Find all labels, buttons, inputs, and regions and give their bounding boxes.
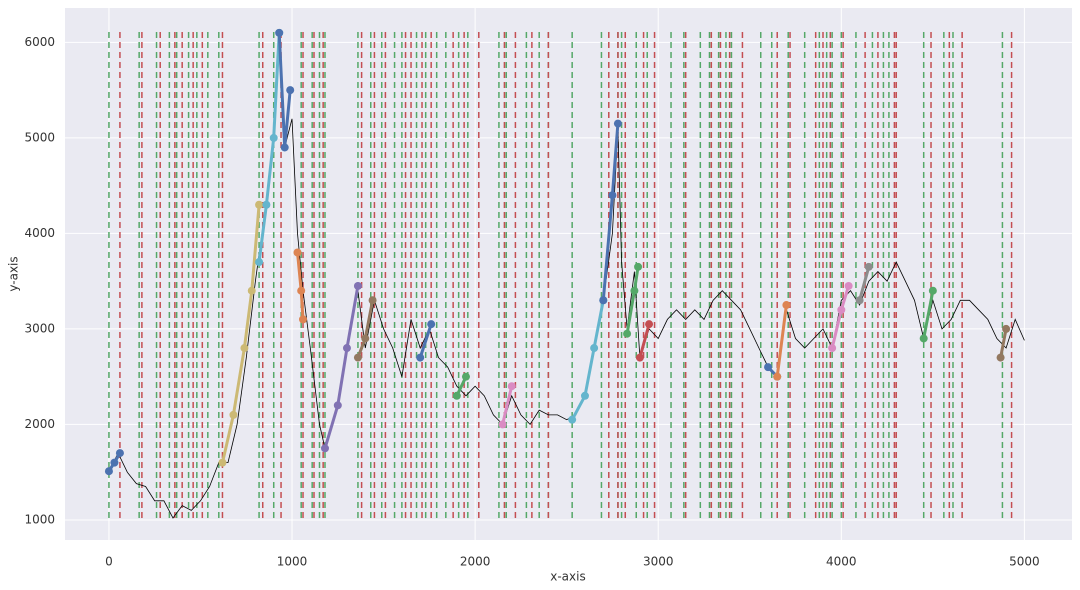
segment-point bbox=[320, 444, 329, 453]
y-tick-label: 5000 bbox=[24, 130, 55, 144]
segment-line bbox=[775, 304, 788, 377]
segment-point bbox=[269, 133, 278, 142]
segment-point bbox=[255, 258, 264, 267]
segment-point bbox=[247, 286, 256, 295]
segment-line bbox=[257, 32, 281, 263]
x-tick-label: 1000 bbox=[277, 555, 308, 569]
segment-point bbox=[280, 143, 289, 152]
segment-point bbox=[498, 420, 507, 429]
segment-point bbox=[613, 119, 622, 128]
segment-point bbox=[353, 353, 362, 362]
segment-point bbox=[568, 415, 577, 424]
segment-point bbox=[255, 200, 264, 209]
segment-point bbox=[635, 353, 644, 362]
segment-point bbox=[262, 200, 271, 209]
segment-point bbox=[368, 296, 377, 305]
segment-line bbox=[638, 323, 651, 358]
segment-point bbox=[844, 281, 853, 290]
segment-point bbox=[110, 458, 119, 467]
segment-line bbox=[501, 385, 514, 425]
x-axis-label: x-axis bbox=[550, 570, 585, 584]
segment-point bbox=[333, 401, 342, 410]
y-tick-label: 2000 bbox=[24, 417, 55, 431]
x-tick-label: 5000 bbox=[1009, 555, 1040, 569]
segment-line bbox=[418, 323, 433, 359]
segment-point bbox=[855, 296, 864, 305]
plot-area bbox=[65, 8, 1072, 540]
segment-point bbox=[286, 86, 295, 95]
segment-point bbox=[218, 458, 227, 467]
segment-point bbox=[623, 329, 632, 338]
segment-point bbox=[293, 248, 302, 257]
segment-point bbox=[919, 334, 928, 343]
segment-point bbox=[297, 286, 306, 295]
y-axis-label: y-axis bbox=[7, 256, 21, 291]
segment-line bbox=[858, 266, 871, 301]
segment-point bbox=[1002, 324, 1011, 333]
segment-point bbox=[645, 320, 654, 329]
segment-point bbox=[353, 281, 362, 290]
segment-point bbox=[864, 262, 873, 271]
segment-point bbox=[507, 382, 516, 391]
segment-point bbox=[782, 301, 791, 310]
y-tick-label: 1000 bbox=[24, 512, 55, 526]
segment-point bbox=[275, 28, 284, 37]
segment-point bbox=[299, 315, 308, 324]
segment-point bbox=[996, 353, 1005, 362]
segment-point bbox=[115, 449, 124, 458]
segment-line bbox=[570, 300, 605, 421]
x-tick-label: 3000 bbox=[643, 555, 674, 569]
segment-point bbox=[104, 467, 113, 476]
y-tick-label: 4000 bbox=[24, 226, 55, 240]
segment-line bbox=[323, 285, 360, 449]
segment-point bbox=[361, 334, 370, 343]
x-tick-label: 0 bbox=[105, 555, 113, 569]
segment-point bbox=[461, 372, 470, 381]
segment-point bbox=[580, 391, 589, 400]
segment-point bbox=[427, 320, 436, 329]
segment-point bbox=[416, 353, 425, 362]
x-tick-label: 4000 bbox=[826, 555, 857, 569]
segment-point bbox=[634, 262, 643, 271]
segment-point bbox=[229, 410, 238, 419]
y-tick-label: 6000 bbox=[24, 35, 55, 49]
segment-line bbox=[922, 290, 935, 339]
segment-point bbox=[599, 296, 608, 305]
segment-point bbox=[828, 344, 837, 353]
segment-point bbox=[773, 372, 782, 381]
segment-point bbox=[342, 344, 351, 353]
segment-point bbox=[452, 391, 461, 400]
segment-point bbox=[608, 191, 617, 200]
segment-line bbox=[999, 328, 1008, 358]
x-tick-label: 2000 bbox=[460, 555, 491, 569]
segment-point bbox=[837, 305, 846, 314]
segment-point bbox=[764, 363, 773, 372]
segment-point bbox=[630, 286, 639, 295]
segment-point bbox=[928, 286, 937, 295]
segment-point bbox=[590, 344, 599, 353]
segment-point bbox=[240, 344, 249, 353]
y-tick-label: 3000 bbox=[24, 321, 55, 335]
